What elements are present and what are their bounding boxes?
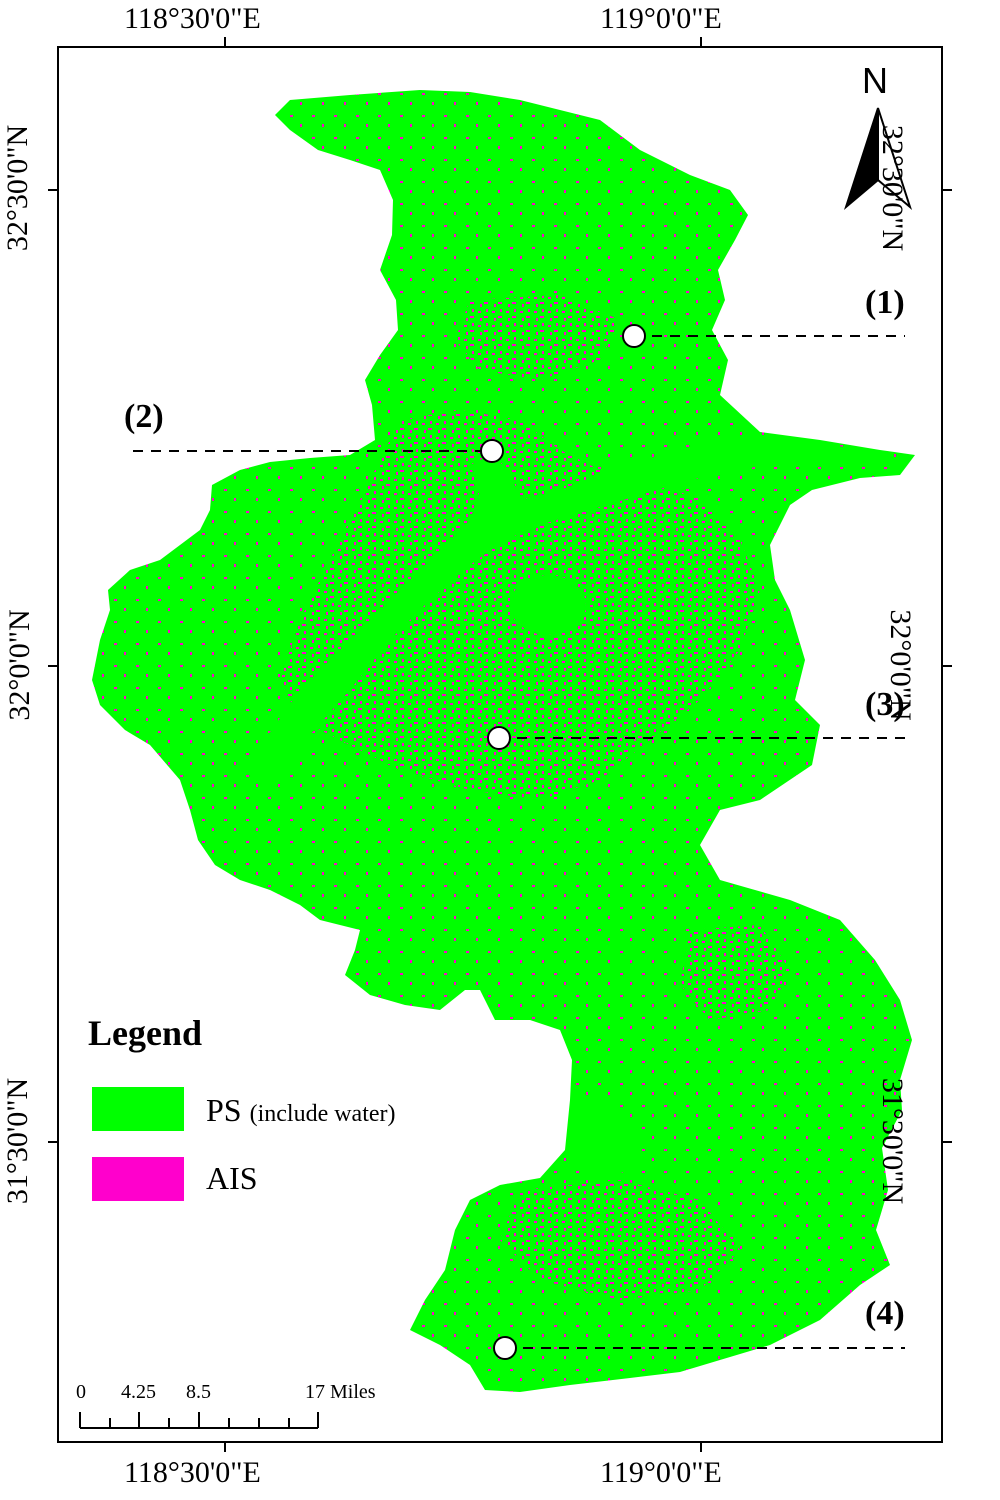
- site-label-4: (4): [865, 1295, 905, 1332]
- lat-left-1: 32°30'0"N: [1, 124, 34, 252]
- scale-bar: [79, 1412, 319, 1429]
- legend-swatch-ais: [92, 1157, 184, 1201]
- lon-bottom-2: 119°0'0"E: [600, 1456, 722, 1489]
- scale-tick-1: 4.25: [121, 1381, 156, 1403]
- lat-left-2: 32°0'0"N: [3, 609, 36, 721]
- north-label: N: [862, 60, 888, 101]
- site-marker-4: [493, 1336, 517, 1360]
- site-markers: [480, 324, 646, 1360]
- north-arrow-icon: [843, 107, 913, 211]
- urban-south: [500, 1180, 740, 1300]
- map-frame: [57, 46, 943, 1443]
- urban-north: [455, 295, 620, 380]
- scale-tick-3: 17 Miles: [305, 1381, 376, 1403]
- site-label-3: (3): [865, 686, 905, 723]
- shijiu-lake: [570, 1100, 640, 1180]
- yangtze-river: [250, 440, 880, 785]
- lat-right-3: 31°30'0"N: [876, 1077, 909, 1205]
- urban-lishui: [680, 925, 790, 1020]
- lon-bottom-1: 118°30'0"E: [124, 1456, 261, 1489]
- lat-right-1: 32°30'0"N: [876, 124, 909, 252]
- site-marker-1: [622, 324, 646, 348]
- legend-swatch-ps: [92, 1087, 184, 1131]
- site-label-2: (2): [124, 398, 164, 435]
- legend-label-ps: PS: [206, 1092, 242, 1128]
- site-label-1: (1): [865, 284, 905, 321]
- scale-tick-0: 0: [76, 1381, 86, 1403]
- legend-label-ais: AIS: [206, 1160, 258, 1196]
- lon-top-2: 119°0'0"E: [600, 2, 722, 35]
- lake: [510, 575, 586, 635]
- legend-item-ps: PS (include water): [206, 1092, 396, 1129]
- legend-note-ps: (include water): [249, 1101, 396, 1127]
- site-marker-2: [480, 439, 504, 463]
- legend-title: Legend: [88, 1013, 203, 1053]
- site-leaders: [133, 335, 905, 1349]
- scale-tick-2: 8.5: [186, 1381, 211, 1403]
- lat-left-3: 31°30'0"N: [1, 1077, 34, 1205]
- lon-top-1: 118°30'0"E: [124, 2, 261, 35]
- site-marker-3: [487, 726, 511, 750]
- frame-ticks: [48, 37, 952, 1452]
